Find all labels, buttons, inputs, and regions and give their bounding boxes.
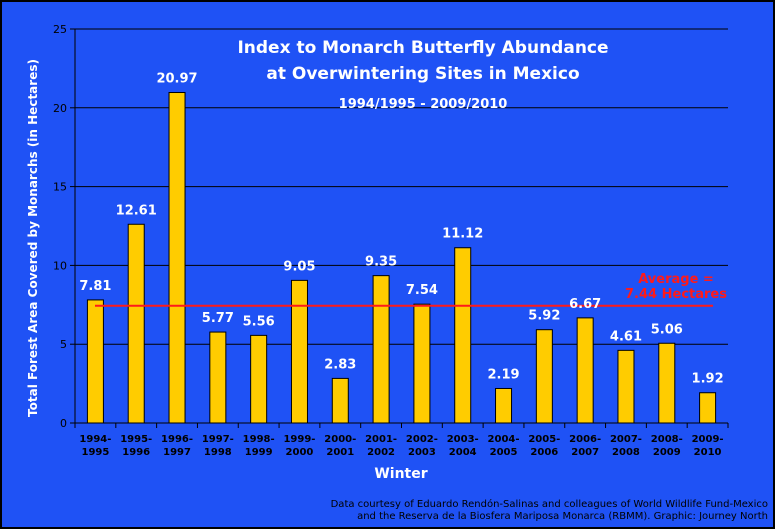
data-label: 5.06 <box>651 322 683 337</box>
data-label: 7.81 <box>79 279 111 294</box>
x-tick-label: 1995- <box>120 434 152 445</box>
data-label: 6.67 <box>569 297 601 312</box>
data-label: 4.61 <box>610 329 642 344</box>
x-tick-label: 1998 <box>204 447 232 458</box>
value-labels: 7.81 12.61 20.97 5.77 5.56 9.05 2.83 9.35 7.54 11… <box>79 72 723 387</box>
x-tick-label: 2006 <box>530 447 558 458</box>
data-label: 9.05 <box>283 259 315 274</box>
x-tick-label: 2007- <box>610 434 642 445</box>
bar <box>454 247 472 424</box>
data-label: 1.92 <box>692 372 724 387</box>
data-label: 12.61 <box>116 203 157 218</box>
chart-subtitle: 1994/1995 - 2009/2010 <box>339 97 508 112</box>
bar <box>576 317 594 424</box>
y-tick-label: 25 <box>53 23 67 36</box>
bar <box>699 392 717 424</box>
bar <box>331 377 349 424</box>
y-tick-label: 0 <box>60 417 67 430</box>
data-label: 11.12 <box>442 227 483 242</box>
x-tick-label: 1999- <box>283 434 315 445</box>
x-tick-label: 2003- <box>447 434 479 445</box>
data-label: 20.97 <box>156 72 197 87</box>
average-label-line-1: Average = <box>638 272 714 287</box>
credit-line-1: Data courtesy of Eduardo Rendón-Salinas … <box>331 498 768 510</box>
bar <box>168 92 186 424</box>
x-axis-label: Winter <box>374 466 427 482</box>
x-tick-label: 2008 <box>612 447 640 458</box>
bar <box>495 387 513 424</box>
x-tick-label: 2005 <box>490 447 518 458</box>
x-tick-label: 2010 <box>694 447 722 458</box>
data-label: 5.77 <box>202 311 234 326</box>
data-label: 5.92 <box>528 309 560 324</box>
x-tick-label: 2002- <box>406 434 438 445</box>
y-tick-label: 5 <box>60 338 67 351</box>
data-label: 2.19 <box>487 367 519 382</box>
x-tick-label: 1997 <box>163 447 191 458</box>
x-tick-label: 2002 <box>367 447 395 458</box>
bar <box>86 299 104 424</box>
x-tick-label: 2007 <box>571 447 599 458</box>
bar <box>658 342 676 424</box>
x-tick-label: 2009 <box>653 447 681 458</box>
x-tick-label: 2004 <box>449 447 477 458</box>
bar <box>413 303 431 424</box>
x-tick-label: 2008- <box>651 434 683 445</box>
axes: 0 5 10 15 20 25 1994- 1995 1995- 1996 1996- 1997 199… <box>53 23 729 458</box>
data-label: 5.56 <box>243 314 275 329</box>
x-tick-label: 2005- <box>528 434 560 445</box>
y-tick-label: 20 <box>53 102 67 115</box>
x-tick-label: 1994- <box>79 434 111 445</box>
data-label: 7.54 <box>406 283 438 298</box>
bar <box>290 279 308 424</box>
x-tick-label: 1996 <box>122 447 150 458</box>
x-tick-label: 2004- <box>488 434 520 445</box>
y-tick-label: 10 <box>53 259 67 272</box>
x-tick-label: 2000- <box>324 434 356 445</box>
credit-line-2: and the Reserva de la Biosfera Mariposa … <box>357 511 768 522</box>
y-tick-label: 15 <box>53 181 67 194</box>
data-label: 2.83 <box>324 357 356 372</box>
x-tick-label: 1997- <box>202 434 234 445</box>
bar <box>372 275 390 424</box>
chart-title-line-2: at Overwintering Sites in Mexico <box>266 64 579 84</box>
bar <box>250 334 268 424</box>
x-tick-label: 2001 <box>326 447 354 458</box>
x-tick-label: 2003 <box>408 447 436 458</box>
x-tick-label: 1996- <box>161 434 193 445</box>
x-tick-label: 1995 <box>81 447 109 458</box>
bar <box>617 349 635 424</box>
bar <box>127 223 145 424</box>
average-label-line-2: 7.44 Hectares <box>625 287 727 302</box>
x-tick-label: 1999 <box>245 447 273 458</box>
x-tick-label: 1998- <box>243 434 275 445</box>
bars <box>86 92 717 424</box>
x-tick-label: 2000 <box>286 447 314 458</box>
y-axis-label: Total Forest Area Covered by Monarchs (i… <box>26 59 40 417</box>
x-tick-label: 2009- <box>692 434 724 445</box>
bar <box>209 331 227 424</box>
x-tick-label: 2001- <box>365 434 397 445</box>
x-tick-label: 2006- <box>569 434 601 445</box>
data-label: 9.35 <box>365 255 397 270</box>
bar <box>535 329 553 424</box>
chart-title-line-1: Index to Monarch Butterfly Abundance <box>237 38 608 58</box>
